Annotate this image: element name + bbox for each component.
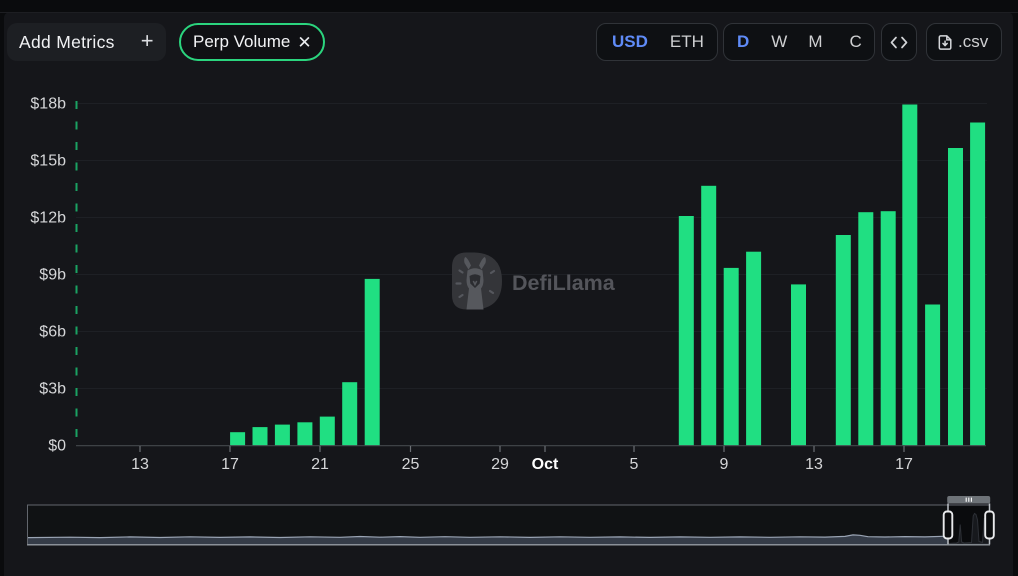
svg-text:$9b: $9b: [39, 267, 66, 284]
svg-text:5: 5: [630, 456, 639, 473]
svg-text:17: 17: [895, 456, 913, 473]
svg-text:$0: $0: [48, 438, 66, 455]
svg-text:9: 9: [720, 456, 729, 473]
svg-text:$12b: $12b: [30, 210, 66, 227]
svg-text:$3b: $3b: [39, 381, 66, 398]
svg-text:21: 21: [311, 456, 329, 473]
svg-text:17: 17: [221, 456, 239, 473]
svg-text:$18b: $18b: [30, 96, 66, 113]
svg-text:29: 29: [491, 456, 509, 473]
svg-text:$15b: $15b: [30, 153, 66, 170]
svg-text:Oct: Oct: [532, 456, 559, 473]
svg-text:25: 25: [402, 456, 420, 473]
svg-text:DefiLlama: DefiLlama: [512, 271, 616, 295]
svg-text:13: 13: [805, 456, 823, 473]
svg-text:13: 13: [131, 456, 149, 473]
svg-text:$6b: $6b: [39, 324, 66, 341]
